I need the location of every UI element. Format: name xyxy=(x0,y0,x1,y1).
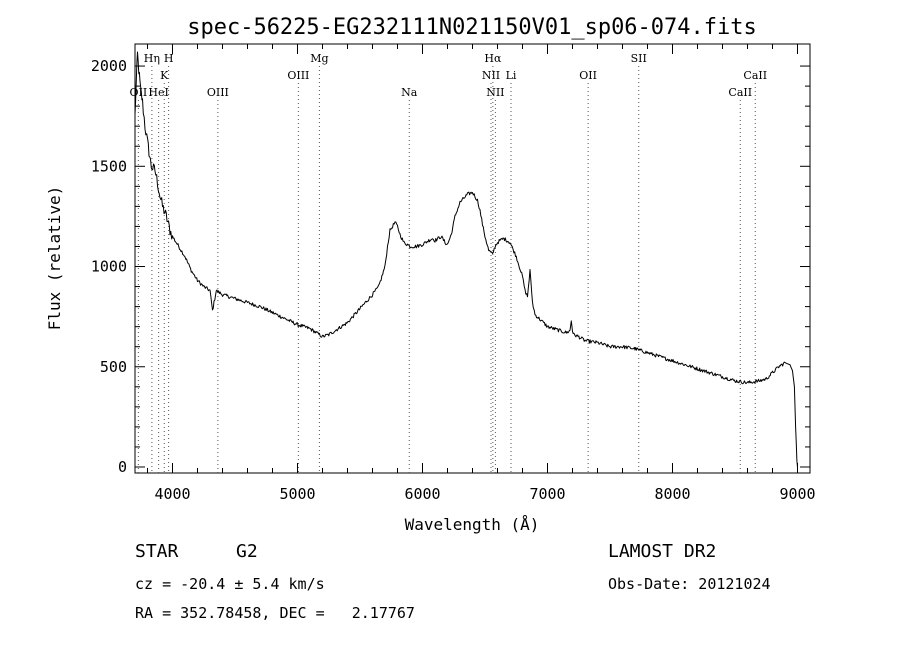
line-label: NII xyxy=(486,86,504,99)
y-tick-label: 2000 xyxy=(91,57,127,75)
x-tick-label: 7000 xyxy=(529,485,565,503)
x-tick-label: 4000 xyxy=(154,485,190,503)
object-class: STAR xyxy=(135,541,179,562)
line-label: OIII xyxy=(207,86,229,99)
y-tick-label: 1500 xyxy=(91,157,127,175)
obs-date-text: Obs-Date: 20121024 xyxy=(608,575,771,593)
line-label: OII xyxy=(130,86,148,99)
x-tick-label: 8000 xyxy=(654,485,690,503)
survey-name: LAMOST DR2 xyxy=(608,541,717,562)
object-subclass: G2 xyxy=(236,541,258,562)
line-label: CaII xyxy=(728,86,752,99)
x-tick-label: 9000 xyxy=(779,485,815,503)
line-label: Na xyxy=(401,86,418,99)
line-label: CaII xyxy=(743,69,767,82)
y-tick-label: 0 xyxy=(118,458,127,476)
x-tick-label: 5000 xyxy=(279,485,315,503)
x-tick-label: 6000 xyxy=(404,485,440,503)
spectrum-line-0 xyxy=(134,51,798,468)
line-label: OII xyxy=(579,69,597,82)
y-tick-label: 1000 xyxy=(91,258,127,276)
line-label: HeI xyxy=(148,86,168,99)
x-axis-label: Wavelength (Å) xyxy=(405,515,540,534)
coordinates-text: RA = 352.78458, DEC = 2.17767 xyxy=(135,604,415,622)
y-tick-label: 500 xyxy=(100,358,127,376)
line-label: NII xyxy=(482,69,500,82)
y-axis-label: Flux (relative) xyxy=(45,186,64,331)
line-label: H xyxy=(164,52,174,65)
line-label: Hη xyxy=(144,52,160,65)
line-label: SII xyxy=(631,52,647,65)
line-label: Mg xyxy=(310,52,328,65)
plot-frame xyxy=(134,43,811,474)
chart-title: spec-56225-EG232111N021150V01_sp06-074.f… xyxy=(187,15,757,40)
line-label: Li xyxy=(506,69,517,82)
line-label: Hα xyxy=(484,52,502,65)
line-label: K xyxy=(160,69,169,82)
line-label: OIII xyxy=(287,69,309,82)
data-layer xyxy=(134,51,798,468)
redshift-text: cz = -20.4 ± 5.4 km/s xyxy=(135,575,325,593)
axis-ticks: 4000 5000 6000 7000 8000 9000 0 500 1000 1500 2000 xyxy=(91,44,816,503)
